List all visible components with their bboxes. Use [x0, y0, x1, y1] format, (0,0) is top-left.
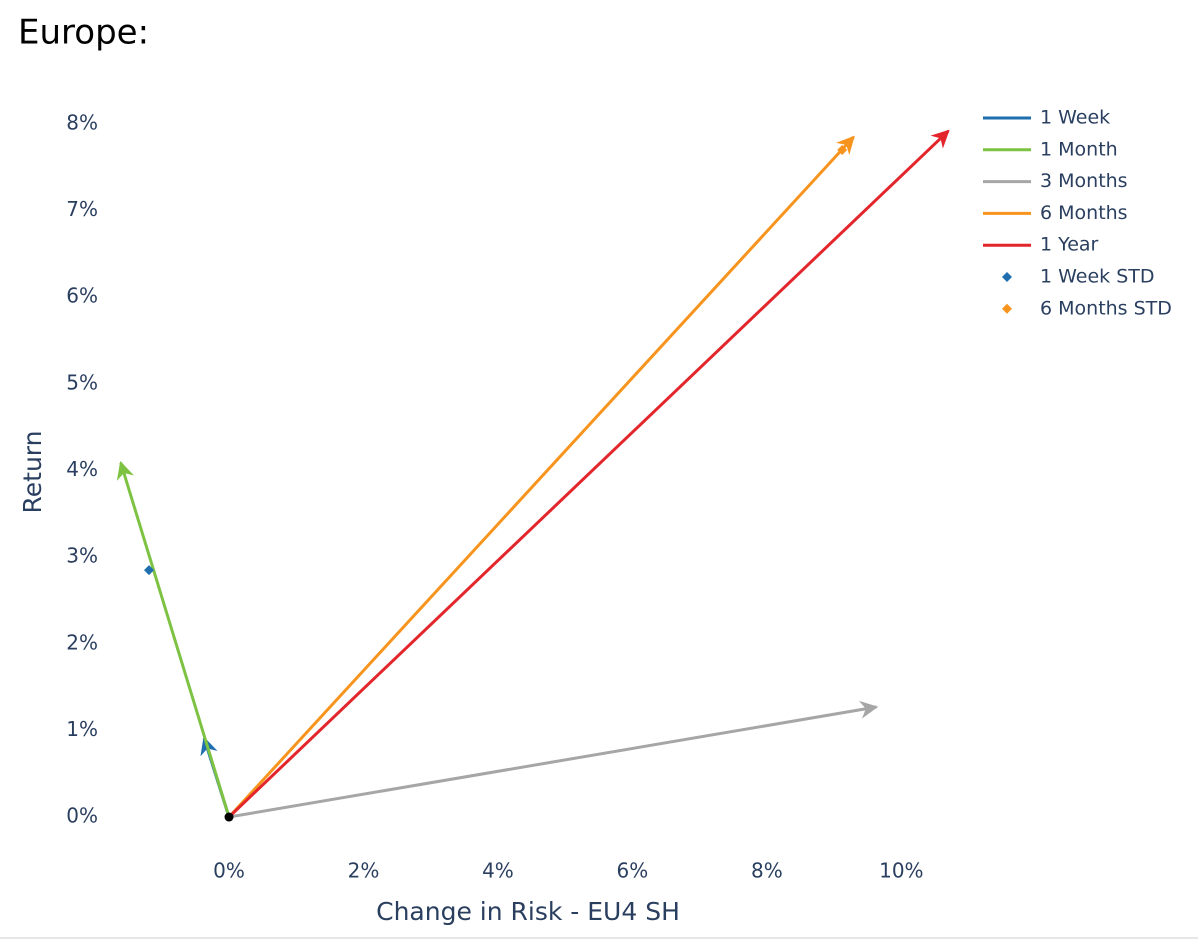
- chart-title: Europe:: [18, 13, 149, 53]
- y-tick-label: 7%: [66, 197, 98, 221]
- y-tick-label: 6%: [66, 284, 98, 308]
- legend-swatch: [1002, 272, 1012, 282]
- y-tick-label: 1%: [66, 717, 98, 741]
- x-tick-label: 8%: [751, 859, 783, 883]
- vector-line: [227, 129, 950, 819]
- vector-line: [116, 460, 231, 818]
- legend-label: 1 Month: [1040, 138, 1118, 160]
- y-tick-label: 5%: [66, 370, 98, 394]
- x-axis-label: Change in Risk - EU4 SH: [376, 897, 680, 926]
- x-tick-label: 6%: [617, 859, 649, 883]
- y-tick-label: 3%: [66, 544, 98, 568]
- x-tick-label: 10%: [879, 859, 923, 883]
- vector-line: [227, 135, 855, 819]
- y-tick-label: 8%: [66, 110, 98, 134]
- x-tick-label: 0%: [213, 859, 245, 883]
- legend-swatch: [1002, 303, 1012, 314]
- vector-line: [228, 700, 879, 819]
- y-tick-label: 2%: [66, 630, 98, 654]
- legend-label: 1 Year: [1040, 234, 1099, 256]
- std-marker: [144, 565, 155, 576]
- x-tick-label: 2%: [348, 859, 380, 883]
- y-tick-label: 4%: [66, 457, 98, 481]
- legend-label: 6 Months: [1040, 202, 1128, 224]
- std-marker: [837, 144, 848, 155]
- legend-label: 1 Week STD: [1040, 266, 1155, 288]
- y-axis-label: Return: [18, 431, 47, 514]
- legend-label: 6 Months STD: [1040, 297, 1172, 319]
- y-tick-label: 0%: [66, 804, 98, 828]
- x-tick-label: 4%: [482, 859, 514, 883]
- legend-label: 3 Months: [1040, 170, 1128, 192]
- origin-point: [224, 812, 234, 822]
- legend-label: 1 Week: [1040, 107, 1110, 129]
